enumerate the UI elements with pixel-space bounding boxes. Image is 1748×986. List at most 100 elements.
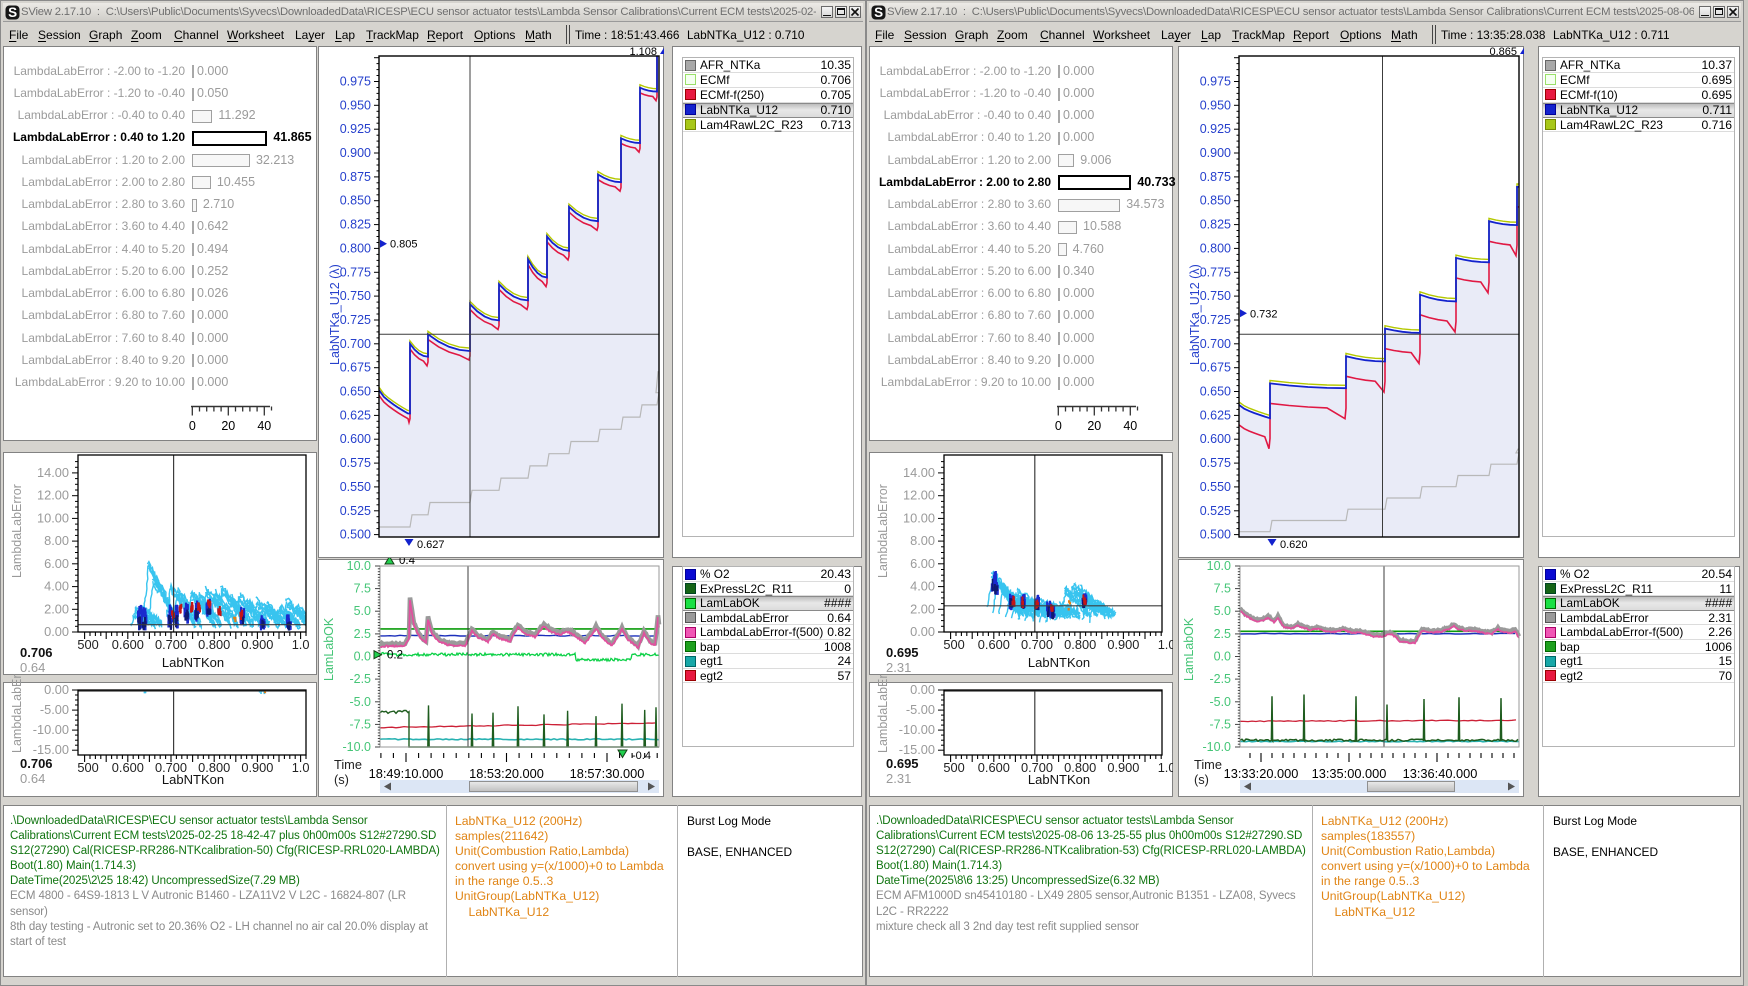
svg-text:0.2: 0.2: [387, 650, 403, 662]
svg-text:1.0: 1.0: [292, 637, 310, 652]
svg-text:0.825: 0.825: [340, 218, 371, 232]
svg-text:0.800: 0.800: [1200, 241, 1231, 255]
svg-text:4.00: 4.00: [910, 579, 935, 594]
svg-text:0.900: 0.900: [241, 760, 273, 775]
svg-text:0.775: 0.775: [340, 265, 371, 279]
svg-text:-2.5: -2.5: [1209, 672, 1231, 686]
svg-text:0.4: 0.4: [399, 558, 416, 567]
svg-text:0.675: 0.675: [1200, 361, 1231, 375]
svg-text:0.800: 0.800: [340, 241, 371, 255]
svg-text:7.5: 7.5: [1214, 582, 1231, 596]
svg-text:12.00: 12.00: [37, 488, 69, 503]
svg-text:0.620: 0.620: [1280, 539, 1308, 551]
svg-text:0.550: 0.550: [1200, 480, 1231, 494]
svg-text:-2.5: -2.5: [349, 672, 371, 686]
svg-text:0.850: 0.850: [1200, 194, 1231, 208]
svg-text:0.600: 0.600: [340, 432, 371, 446]
svg-text:0.875: 0.875: [1200, 170, 1231, 184]
svg-text:5.0: 5.0: [354, 604, 371, 618]
svg-text:20: 20: [221, 419, 235, 433]
svg-text:-5.0: -5.0: [1209, 695, 1231, 709]
svg-text:0.800: 0.800: [1064, 760, 1096, 775]
svg-text:0.700: 0.700: [1200, 337, 1231, 351]
svg-text:0.600: 0.600: [978, 760, 1010, 775]
svg-text:13:35:00.000: 13:35:00.000: [1312, 766, 1387, 781]
svg-text:0.925: 0.925: [340, 122, 371, 136]
svg-text:0.600: 0.600: [1200, 432, 1231, 446]
svg-text:10.0: 10.0: [1207, 559, 1231, 573]
svg-text:8.00: 8.00: [44, 533, 69, 548]
svg-text:0.900: 0.900: [241, 637, 273, 652]
svg-text:0.575: 0.575: [340, 456, 371, 470]
svg-text:0.525: 0.525: [1200, 504, 1231, 518]
svg-text:0.600: 0.600: [112, 760, 144, 775]
svg-text:0.650: 0.650: [340, 385, 371, 399]
svg-text:8.00: 8.00: [910, 533, 935, 548]
svg-text:S: S: [874, 5, 883, 20]
svg-text:-5.0: -5.0: [349, 695, 371, 709]
svg-text:13:36:40.000: 13:36:40.000: [1403, 766, 1478, 781]
svg-text:0.925: 0.925: [1200, 122, 1231, 136]
svg-text:500: 500: [943, 760, 964, 775]
svg-text:0.725: 0.725: [1200, 313, 1231, 327]
svg-text:0.575: 0.575: [1200, 456, 1231, 470]
svg-text:0.500: 0.500: [1200, 528, 1231, 542]
svg-text:0.700: 0.700: [155, 637, 187, 652]
svg-text:2.5: 2.5: [1214, 627, 1231, 641]
svg-text:0.900: 0.900: [1200, 146, 1231, 160]
svg-text:0.625: 0.625: [1200, 408, 1231, 422]
svg-text:-10.0: -10.0: [1203, 740, 1232, 754]
svg-text:20: 20: [1087, 419, 1101, 433]
svg-text:0.732: 0.732: [1250, 308, 1278, 320]
svg-text:500: 500: [77, 760, 98, 775]
svg-text:0.600: 0.600: [112, 637, 144, 652]
svg-text:2.5: 2.5: [354, 627, 371, 641]
svg-text:0.800: 0.800: [198, 637, 230, 652]
svg-text:-15.00: -15.00: [33, 742, 69, 757]
svg-text:0.550: 0.550: [340, 480, 371, 494]
svg-text:0.0: 0.0: [1214, 650, 1231, 664]
svg-text:0.805: 0.805: [390, 239, 418, 251]
svg-text:-10.00: -10.00: [899, 722, 935, 737]
svg-text:-10.0: -10.0: [343, 740, 372, 754]
svg-text:0.650: 0.650: [1200, 385, 1231, 399]
svg-text:14.00: 14.00: [37, 465, 69, 480]
svg-text:14.00: 14.00: [903, 465, 935, 480]
svg-text:0.500: 0.500: [340, 528, 371, 542]
svg-text:0.975: 0.975: [340, 75, 371, 89]
svg-text:0.825: 0.825: [1200, 218, 1231, 232]
svg-text:0.875: 0.875: [340, 170, 371, 184]
svg-text:500: 500: [943, 637, 964, 652]
svg-text:-7.5: -7.5: [349, 717, 371, 731]
svg-text:0.850: 0.850: [340, 194, 371, 208]
svg-text:40: 40: [257, 419, 271, 433]
svg-text:18:53:20.000: 18:53:20.000: [469, 766, 544, 781]
svg-text:0.627: 0.627: [417, 539, 445, 551]
svg-text:1.0: 1.0: [292, 760, 310, 775]
svg-text:0.750: 0.750: [1200, 289, 1231, 303]
svg-text:0.725: 0.725: [340, 313, 371, 327]
svg-text:0.800: 0.800: [1064, 637, 1096, 652]
svg-text:0.525: 0.525: [340, 504, 371, 518]
svg-text:13:33:20.000: 13:33:20.000: [1224, 766, 1299, 781]
svg-text:18:57:30.000: 18:57:30.000: [570, 766, 645, 781]
svg-text:0.900: 0.900: [1107, 637, 1139, 652]
svg-text:0: 0: [1055, 419, 1062, 433]
svg-text:0.775: 0.775: [1200, 265, 1231, 279]
svg-text:0.900: 0.900: [340, 146, 371, 160]
svg-text:4.00: 4.00: [44, 579, 69, 594]
svg-text:1.0: 1.0: [1158, 760, 1173, 775]
svg-text:7.5: 7.5: [354, 582, 371, 596]
svg-text:12.00: 12.00: [903, 488, 935, 503]
svg-text:-5.00: -5.00: [906, 702, 935, 717]
svg-text:2.00: 2.00: [910, 601, 935, 616]
svg-text:1.0: 1.0: [1158, 637, 1173, 652]
svg-text:0.00: 0.00: [910, 682, 935, 697]
svg-text:10.00: 10.00: [903, 510, 935, 525]
svg-text:0.900: 0.900: [1107, 760, 1139, 775]
svg-text:0.700: 0.700: [155, 760, 187, 775]
svg-text:0.0: 0.0: [354, 650, 371, 664]
svg-text:0.675: 0.675: [340, 361, 371, 375]
svg-text:5.0: 5.0: [1214, 604, 1231, 618]
svg-text:0.950: 0.950: [340, 98, 371, 112]
